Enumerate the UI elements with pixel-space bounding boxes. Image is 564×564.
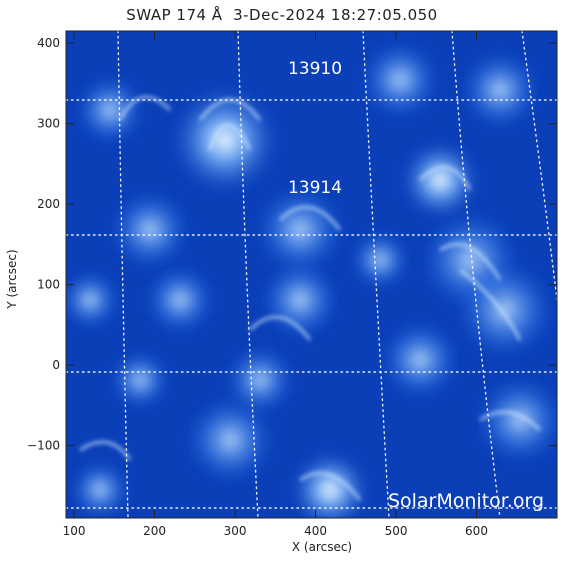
coronal-loop <box>118 95 172 121</box>
plot-frame <box>65 30 558 519</box>
bright-region <box>455 260 555 360</box>
y-tick-label: 100 <box>37 278 60 292</box>
longitude-grid-line <box>362 31 390 518</box>
bright-region <box>110 350 170 410</box>
bright-region <box>145 265 215 335</box>
bright-region <box>290 450 370 518</box>
coronal-loop <box>278 205 342 231</box>
coronal-loop <box>418 165 472 191</box>
coronal-loop <box>439 242 502 281</box>
bright-region <box>225 345 295 415</box>
bright-region <box>460 50 540 130</box>
watermark-solarmonitor: SolarMonitor.org <box>388 490 544 512</box>
x-tick-label: 100 <box>63 524 86 538</box>
y-tick-label: 300 <box>37 117 60 131</box>
x-tick-label: 400 <box>304 524 327 538</box>
x-tick-label: 300 <box>224 524 247 538</box>
region-label-13910: 13910 <box>288 59 342 79</box>
y-tick-label: 0 <box>52 358 60 372</box>
x-axis-label: X (arcsec) <box>291 540 353 554</box>
bright-region <box>110 190 190 270</box>
coronal-loop <box>299 471 362 501</box>
coronal-loop <box>459 268 522 341</box>
y-tick-label: 400 <box>37 36 60 50</box>
coronal-loop <box>479 410 542 432</box>
bright-region <box>255 185 345 275</box>
region-label-13914: 13914 <box>288 178 342 198</box>
coronal-loop <box>248 315 312 341</box>
x-tick-label: 200 <box>143 524 166 538</box>
bright-region <box>260 260 340 340</box>
x-tick-label: 600 <box>465 524 488 538</box>
bright-region <box>400 140 480 220</box>
bright-region <box>66 270 120 330</box>
longitude-grid-line <box>451 31 501 518</box>
bright-region <box>75 75 145 145</box>
longitude-grid-line <box>117 31 129 518</box>
longitude-grid-line <box>237 31 259 518</box>
x-tick-label: 500 <box>385 524 408 538</box>
plot-title: SWAP 174 Å 3-Dec-2024 18:27:05.050 <box>126 6 438 24</box>
bright-region <box>70 460 130 518</box>
bright-region <box>350 230 410 290</box>
y-tick-label: −100 <box>27 439 60 453</box>
coronal-loop <box>208 123 252 151</box>
bright-region <box>360 40 440 120</box>
bright-region <box>475 375 557 465</box>
bright-region <box>380 320 460 400</box>
y-tick-label: 200 <box>37 197 60 211</box>
coronal-loop <box>198 98 262 121</box>
